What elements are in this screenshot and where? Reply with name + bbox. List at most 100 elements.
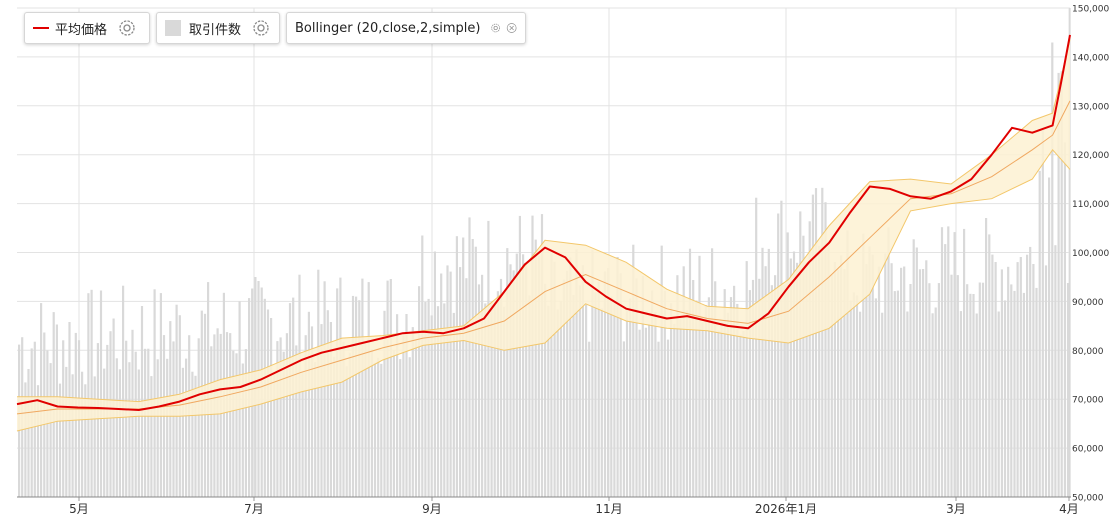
volume-bar <box>859 311 862 497</box>
volume-bar <box>726 312 729 497</box>
volume-bar <box>1003 300 1007 497</box>
volume-bar <box>588 341 591 497</box>
volume-bar <box>729 297 733 497</box>
volume-bar <box>824 202 827 497</box>
volume-bar <box>616 257 619 497</box>
volume-bar <box>638 329 641 497</box>
y-tick-label: 90,000 <box>1072 298 1104 308</box>
volume-bar <box>581 265 584 497</box>
volume-bar <box>707 297 710 497</box>
volume-bar <box>185 358 188 497</box>
volume-bar <box>966 284 969 497</box>
volume-bar <box>153 289 156 497</box>
volume-bar <box>553 261 556 497</box>
volume-bar <box>172 341 175 497</box>
volume-bar <box>956 275 959 497</box>
volume-bar <box>556 309 559 497</box>
volume-bar <box>320 324 323 497</box>
volume-bar <box>285 333 288 497</box>
volume-bar <box>698 255 701 497</box>
close-icon[interactable] <box>506 18 517 38</box>
volume-bar <box>276 341 279 497</box>
price-line <box>16 34 1071 411</box>
volume-bar <box>868 246 871 497</box>
volume-bar <box>408 357 411 497</box>
volume-bar <box>118 369 121 497</box>
volume-bar <box>1010 284 1013 497</box>
volume-bar <box>232 350 235 497</box>
volume-bar <box>499 278 503 497</box>
volume-bar <box>266 309 270 497</box>
volume-bar <box>670 303 673 497</box>
volume-bar <box>1032 264 1035 497</box>
legend-price[interactable]: 平均価格 <box>24 12 150 44</box>
volume-bar <box>572 295 575 497</box>
volume-bar <box>440 273 443 497</box>
volume-bar <box>345 366 348 497</box>
volume-bar <box>396 314 399 497</box>
y-tick-label: 110,000 <box>1072 200 1109 210</box>
volume-bar <box>503 306 506 497</box>
volume-bar <box>443 303 446 497</box>
y-tick-label: 100,000 <box>1072 249 1109 259</box>
volume-bar <box>288 303 292 497</box>
volume-bar <box>770 285 773 497</box>
gear-icon[interactable] <box>490 18 501 38</box>
legend-volume[interactable]: 取引件数 <box>156 12 280 44</box>
volume-bar <box>96 343 99 497</box>
volume-bar <box>537 256 540 497</box>
volume-bar <box>745 261 748 497</box>
volume-bar <box>477 284 481 497</box>
volume-bar <box>600 308 603 497</box>
volume-bar <box>918 269 922 497</box>
volume-bar <box>329 322 332 497</box>
legend-bollinger[interactable]: Bollinger (20,close,2,simple) <box>286 12 526 44</box>
volume-bar <box>326 310 329 497</box>
bollinger-band-area <box>17 39 1070 432</box>
volume-bar <box>1029 246 1032 497</box>
volume-bar <box>496 291 499 497</box>
volume-bar <box>342 341 345 497</box>
volume-bar <box>701 322 704 497</box>
volume-bar <box>339 277 342 497</box>
volume-bar <box>58 383 62 497</box>
volume-bar <box>229 333 232 497</box>
volume-bar <box>122 285 125 497</box>
volume-bar <box>613 302 616 497</box>
volume-bar <box>414 339 418 497</box>
volume-bar <box>87 293 90 497</box>
volume-bar <box>430 315 433 497</box>
volume-bar <box>383 310 386 497</box>
x-axis: 5月 7月 9月 11月 2026年1月 3月 4月 <box>17 496 1079 516</box>
gear-icon[interactable] <box>251 18 271 38</box>
volume-bar <box>93 376 96 497</box>
volume-bar <box>603 271 607 497</box>
bollinger-middle <box>16 100 1071 415</box>
volume-bar <box>392 350 395 497</box>
volume-bar <box>767 248 770 497</box>
volume-bar <box>997 311 1000 497</box>
y-tick-label: 70,000 <box>1072 396 1104 406</box>
gear-icon[interactable] <box>117 18 137 38</box>
x-tick-label: 11月 <box>595 502 622 516</box>
volume-bar <box>761 247 764 497</box>
volume-bar <box>468 217 471 497</box>
volume-bar <box>373 362 377 497</box>
volume-bar <box>739 334 742 497</box>
volume-bar <box>566 270 569 497</box>
volume-bar <box>736 303 739 497</box>
volume-bar <box>840 255 843 497</box>
y-tick-label: 140,000 <box>1072 53 1109 63</box>
volume-bar <box>462 237 465 497</box>
volume-bar <box>1066 283 1070 497</box>
volume-bar <box>1038 170 1041 498</box>
volume-bar <box>405 314 408 497</box>
x-tick-label: 5月 <box>69 502 89 516</box>
volume-bar <box>106 344 109 497</box>
volume-bar <box>506 248 509 497</box>
volume-bar <box>852 292 855 497</box>
volume-bar <box>944 244 947 497</box>
volume-bar <box>871 254 874 497</box>
volume-bar <box>607 268 610 497</box>
volume-bar <box>493 303 496 497</box>
